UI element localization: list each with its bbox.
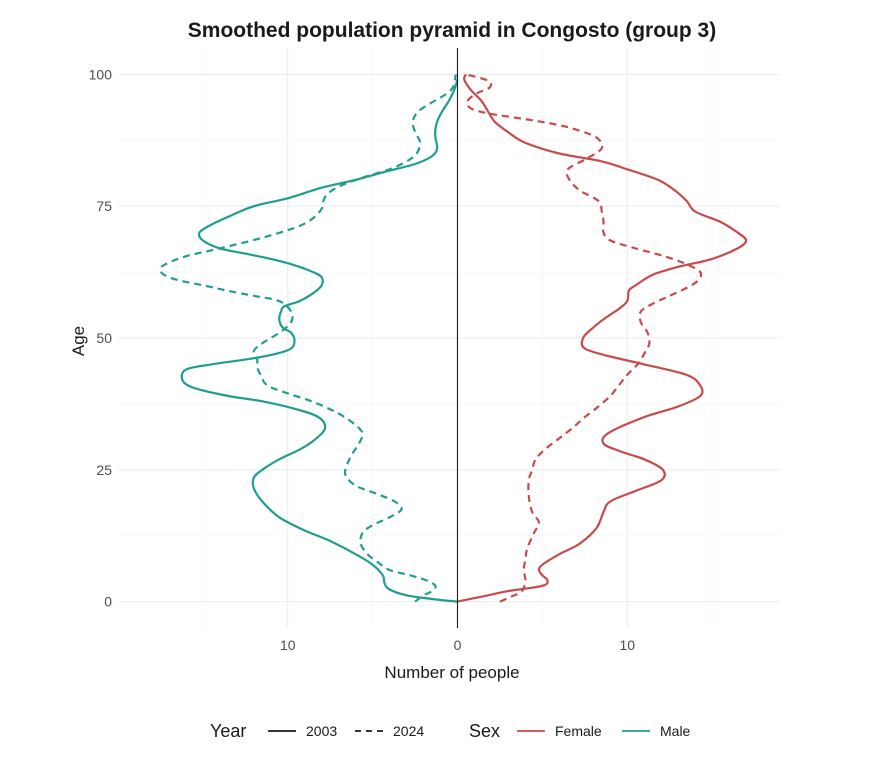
y-tick-label: 75 [96, 198, 112, 214]
y-tick-label: 100 [89, 66, 113, 82]
x-tick-label: 0 [454, 637, 462, 653]
x-axis-title: Number of people [384, 663, 519, 682]
chart-title: Smoothed population pyramid in Congosto … [188, 19, 716, 42]
legend-label-female: Female [555, 723, 602, 739]
series-line-male-2024 [159, 74, 457, 603]
series-group [159, 73, 748, 603]
y-tick-label: 0 [104, 594, 112, 610]
y-tick-label: 25 [96, 462, 112, 478]
series-line-male-2003 [180, 79, 459, 603]
legend: Year 2003 2024 Sex Female Male [210, 721, 691, 741]
legend-year-title: Year [210, 721, 246, 741]
legend-sex-title: Sex [469, 721, 500, 741]
series-line-female-2003 [457, 73, 748, 603]
grid [118, 48, 780, 628]
y-tick-label: 50 [96, 330, 112, 346]
series-line-female-2024 [465, 73, 703, 603]
x-tick-label: 10 [619, 637, 635, 653]
x-tick-label: 10 [280, 637, 296, 653]
legend-label-2003: 2003 [306, 723, 337, 739]
legend-label-male: Male [660, 723, 691, 739]
y-axis-title: Age [69, 326, 88, 356]
legend-label-2024: 2024 [393, 723, 424, 739]
